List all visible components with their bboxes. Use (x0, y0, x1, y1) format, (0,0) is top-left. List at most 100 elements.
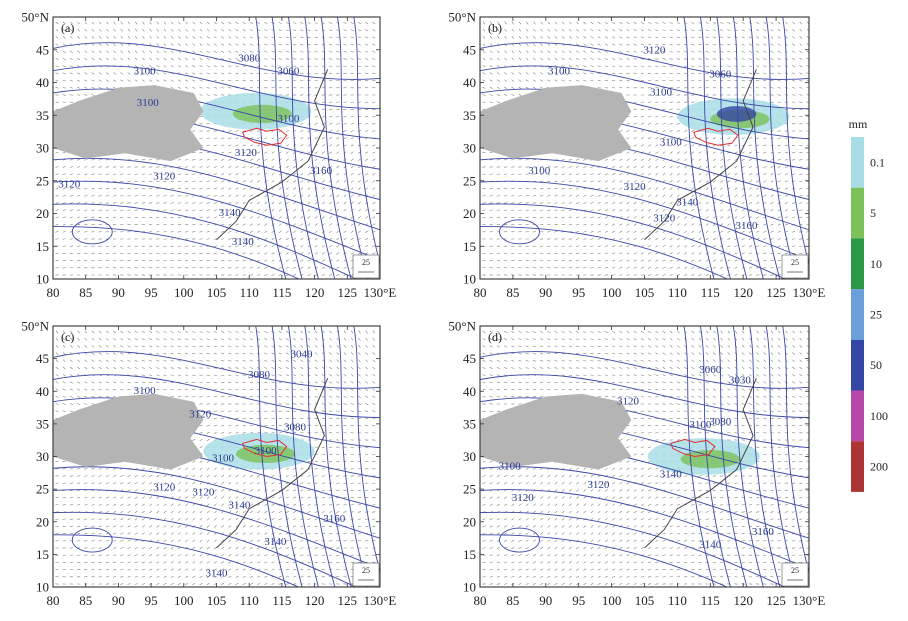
y-tick-label: 10 (463, 272, 476, 287)
contour-label: 3160 (310, 165, 333, 177)
y-tick-label: 15 (36, 547, 49, 562)
y-tick-label: 30 (463, 141, 476, 156)
x-tick-label: 110 (668, 593, 687, 608)
contour-label: 3030 (729, 374, 752, 386)
x-tick-label: 100 (602, 285, 622, 300)
contour-label: 3120 (587, 479, 610, 491)
coastline (216, 69, 329, 241)
height-contours (53, 326, 380, 587)
precipitation-shading (647, 438, 760, 475)
contour-label: 3080 (284, 421, 307, 433)
height-contours (480, 17, 809, 279)
y-tick-label: 50°N (21, 319, 49, 334)
contour-label: 3140 (228, 500, 251, 512)
x-tick-label: 130°E (793, 285, 826, 300)
contour-label: 3100 (650, 87, 673, 99)
y-tick-label: 30 (463, 449, 476, 464)
y-tick-label: 15 (463, 239, 476, 254)
wind-reference-label: 25 (362, 566, 370, 575)
x-tick-label: 90 (112, 285, 125, 300)
x-tick-label: 115 (272, 285, 291, 300)
contour-label: 3120 (512, 492, 535, 504)
x-tick-label: 90 (539, 593, 552, 608)
x-tick-label: 115 (272, 593, 291, 608)
y-tick-label: 10 (463, 580, 476, 595)
x-tick-label: 100 (602, 593, 622, 608)
x-tick-label: 120 (305, 285, 325, 300)
x-tick-label: 80 (474, 285, 487, 300)
colorbar-label: 200 (870, 460, 888, 474)
precipitation-colorbar: mm 0.1 5 10 25 50 100 200 (849, 117, 888, 492)
x-tick-label: 105 (635, 285, 655, 300)
x-tick-label: 100 (174, 285, 194, 300)
x-tick-label: 100 (174, 593, 194, 608)
x-tick-label: 115 (701, 285, 720, 300)
wind-reference-box: 25 (352, 254, 380, 279)
contour-label: 3120 (192, 487, 215, 499)
y-tick-label: 20 (463, 206, 476, 221)
tibetan-plateau-mask (480, 393, 632, 470)
contour-label: 3100 (134, 66, 157, 78)
colorbar-label: 50 (870, 358, 882, 372)
contour-label: 3140 (264, 536, 287, 548)
colorbar-swatch (851, 187, 864, 239)
y-tick-label: 25 (36, 482, 49, 497)
x-tick-label: 95 (145, 285, 158, 300)
contour-label: 3100 (255, 445, 278, 457)
x-tick-label: 115 (701, 593, 720, 608)
y-tick-label: 50°N (448, 10, 476, 25)
contour-label: 3060 (709, 68, 732, 80)
contour-label: 3120 (235, 147, 258, 159)
colorbar-swatch (851, 339, 864, 391)
contour-label: 3100 (528, 165, 551, 177)
contour-label: 3080 (238, 53, 261, 65)
panel-label: (d) (488, 330, 502, 344)
contour-label: 3140 (206, 568, 229, 580)
x-tick-label: 120 (733, 285, 753, 300)
x-tick-label: 125 (338, 285, 358, 300)
contour-label: 3120 (58, 178, 81, 190)
x-tick-label: 130°E (793, 593, 826, 608)
colorbar-label: 0.1 (870, 155, 885, 169)
y-tick-label: 40 (463, 75, 476, 90)
x-tick-label: 130°E (364, 593, 397, 608)
x-tick-label: 90 (539, 285, 552, 300)
x-tick-label: 85 (506, 593, 519, 608)
x-tick-label: 120 (733, 593, 753, 608)
x-tick-label: 80 (47, 593, 60, 608)
y-tick-label: 45 (36, 42, 49, 57)
contour-label: 3100 (689, 419, 712, 431)
x-tick-label: 105 (207, 593, 227, 608)
basin-outline (693, 127, 739, 146)
colorbar-swatch (851, 289, 864, 340)
x-tick-label: 90 (112, 593, 125, 608)
panel-label: (c) (61, 330, 74, 344)
y-tick-label: 40 (463, 384, 476, 399)
contour-label: 3060 (277, 66, 300, 78)
x-tick-label: 120 (305, 593, 325, 608)
contour-label: 3140 (660, 468, 683, 480)
contour-label: 3080 (248, 369, 271, 381)
panel-label: (b) (488, 21, 502, 35)
contour-label: 3120 (189, 408, 212, 420)
colorbar-label: 25 (870, 307, 882, 321)
contour-label: 3120 (643, 45, 666, 57)
coastline (216, 378, 329, 549)
contour-label: 3160 (752, 526, 775, 538)
y-tick-label: 25 (463, 482, 476, 497)
wind-reference-label: 25 (791, 566, 799, 575)
tibetan-plateau-mask (480, 85, 632, 162)
y-tick-label: 10 (36, 272, 49, 287)
contour-label: 3100 (660, 136, 683, 148)
contour-label: 3160 (323, 513, 346, 525)
contour-label: 3100 (212, 453, 235, 465)
x-tick-label: 95 (145, 593, 158, 608)
colorbar-label: 5 (870, 206, 876, 220)
contour-label: 3120 (153, 170, 176, 182)
colorbar-swatch (851, 441, 864, 492)
y-tick-label: 50°N (21, 10, 49, 25)
contour-label: 3140 (219, 207, 242, 219)
contour-label: 3140 (676, 197, 699, 209)
contour-label: 3040 (291, 348, 314, 360)
